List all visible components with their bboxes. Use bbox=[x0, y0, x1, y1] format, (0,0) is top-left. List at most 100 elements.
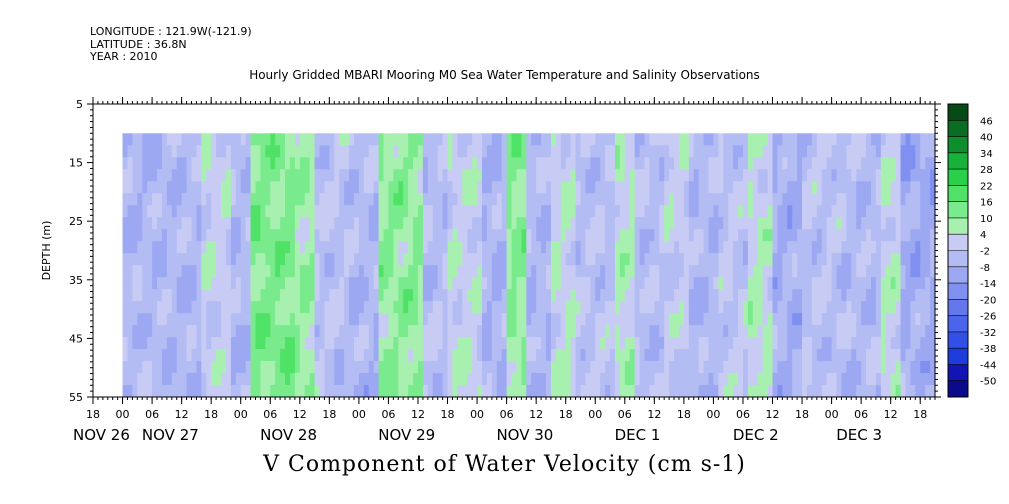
x-day-label: DEC 3 bbox=[836, 426, 882, 444]
heatmap-cell bbox=[536, 241, 542, 254]
heatmap-cell bbox=[506, 265, 512, 278]
heatmap-cell bbox=[255, 277, 261, 290]
heatmap-cell bbox=[560, 133, 567, 146]
heatmap-cell bbox=[733, 313, 739, 326]
heatmap-cell bbox=[245, 181, 251, 194]
heatmap-cell bbox=[457, 241, 463, 254]
heatmap-cell bbox=[329, 337, 335, 350]
heatmap-cell bbox=[294, 349, 301, 362]
heatmap-cell bbox=[747, 385, 754, 398]
heatmap-cell bbox=[413, 157, 419, 170]
heatmap-cell bbox=[669, 169, 675, 182]
heatmap-cell bbox=[575, 289, 581, 302]
heatmap-cell bbox=[157, 133, 163, 146]
heatmap-cell bbox=[176, 289, 183, 302]
heatmap-cell bbox=[733, 133, 739, 146]
heatmap-cell bbox=[432, 325, 439, 338]
heatmap-cell bbox=[521, 301, 527, 314]
heatmap-cell bbox=[688, 145, 695, 158]
heatmap-cell bbox=[590, 349, 596, 362]
heatmap-cell bbox=[289, 169, 296, 182]
x-tick-label: 06 bbox=[263, 408, 277, 421]
heatmap-cell bbox=[201, 373, 207, 386]
heatmap-cell bbox=[388, 217, 394, 230]
heatmap-cell bbox=[334, 349, 340, 362]
heatmap-cell bbox=[368, 337, 375, 350]
heatmap-cell bbox=[693, 361, 700, 374]
heatmap-cell bbox=[787, 157, 793, 170]
heatmap-cell bbox=[176, 253, 183, 266]
heatmap-cell bbox=[393, 205, 399, 218]
heatmap-cell bbox=[639, 145, 645, 158]
heatmap-cell bbox=[792, 361, 798, 374]
heatmap-cell bbox=[669, 145, 675, 158]
heatmap-cell bbox=[802, 373, 808, 386]
heatmap-cell bbox=[304, 325, 311, 338]
heatmap-cell bbox=[905, 181, 911, 194]
heatmap-cell bbox=[358, 301, 365, 314]
heatmap-cell bbox=[757, 325, 764, 338]
heatmap-cell bbox=[826, 133, 832, 146]
heatmap-cell bbox=[565, 361, 572, 374]
heatmap-cell bbox=[171, 313, 178, 326]
heatmap-cell bbox=[713, 157, 719, 170]
heatmap-cell bbox=[915, 157, 921, 170]
heatmap-cell bbox=[856, 385, 862, 398]
heatmap-cell bbox=[890, 181, 896, 194]
heatmap-cell bbox=[225, 145, 232, 158]
heatmap-cell bbox=[619, 373, 626, 386]
heatmap-cell bbox=[861, 253, 867, 266]
heatmap-cell bbox=[481, 301, 488, 314]
heatmap-cell bbox=[747, 157, 754, 170]
heatmap-cell bbox=[738, 253, 744, 266]
heatmap-cell bbox=[221, 157, 227, 170]
heatmap-cell bbox=[885, 373, 892, 386]
heatmap-cell bbox=[900, 217, 906, 230]
heatmap-cell bbox=[334, 157, 340, 170]
heatmap-cell bbox=[531, 301, 537, 314]
heatmap-cell bbox=[216, 169, 222, 182]
heatmap-cell bbox=[309, 133, 315, 146]
heatmap-cell bbox=[304, 169, 311, 182]
heatmap-cell bbox=[157, 241, 163, 254]
heatmap-cell bbox=[265, 169, 271, 182]
heatmap-cell bbox=[590, 217, 596, 230]
heatmap-cell bbox=[541, 385, 547, 398]
heatmap-cell bbox=[196, 337, 202, 350]
heatmap-cell bbox=[708, 349, 714, 362]
heatmap-cell bbox=[885, 157, 892, 170]
heatmap-cell bbox=[211, 325, 217, 338]
heatmap-cell bbox=[802, 253, 808, 266]
heatmap-cell bbox=[659, 145, 665, 158]
heatmap-cell bbox=[181, 373, 187, 386]
heatmap-cell bbox=[777, 301, 783, 314]
heatmap-cell bbox=[861, 349, 867, 362]
heatmap-cell bbox=[285, 265, 291, 278]
heatmap-cell bbox=[334, 301, 340, 314]
heatmap-cell bbox=[742, 145, 749, 158]
heatmap-cell bbox=[659, 229, 665, 242]
heatmap-cell bbox=[161, 277, 168, 290]
heatmap-cell bbox=[191, 217, 197, 230]
heatmap-cell bbox=[723, 361, 729, 374]
heatmap-cell bbox=[250, 157, 256, 170]
heatmap-cell bbox=[861, 361, 867, 374]
heatmap-cell bbox=[723, 157, 729, 170]
heatmap-cell bbox=[826, 265, 832, 278]
heatmap-cell bbox=[122, 289, 128, 302]
heatmap-cell bbox=[201, 133, 207, 146]
heatmap-cell bbox=[693, 385, 700, 398]
heatmap-cell bbox=[373, 205, 379, 218]
heatmap-cell bbox=[147, 205, 153, 218]
heatmap-cell bbox=[422, 157, 429, 170]
heatmap-cell bbox=[600, 349, 606, 362]
heatmap-cell bbox=[856, 277, 862, 290]
heatmap-cell bbox=[417, 145, 424, 158]
heatmap-cell bbox=[452, 277, 458, 290]
heatmap-cell bbox=[570, 193, 576, 206]
heatmap-cell bbox=[506, 325, 512, 338]
heatmap-cell bbox=[600, 133, 606, 146]
heatmap-cell bbox=[590, 385, 596, 398]
heatmap-cell bbox=[870, 253, 877, 266]
heatmap-cell bbox=[669, 217, 675, 230]
